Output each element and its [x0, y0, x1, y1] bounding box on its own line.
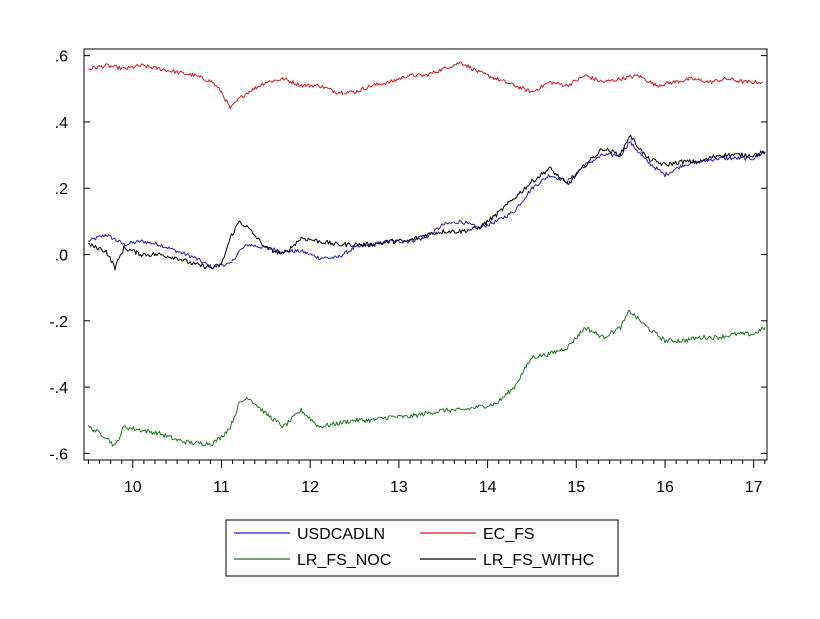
x-tick-label: 14	[479, 479, 497, 496]
x-tick-label: 17	[745, 479, 763, 496]
series-layer	[87, 61, 766, 447]
x-tick-label: 11	[213, 479, 230, 496]
series-line-usdcadln	[88, 141, 766, 270]
legend-label-lr-fs-noc: LR_FS_NOC	[297, 552, 391, 569]
y-tick-label: .0	[55, 248, 68, 265]
series-line-lr-fs-noc	[87, 309, 766, 447]
plot-area	[83, 48, 768, 461]
legend-label-usdcadln: USDCADLN	[297, 526, 385, 543]
x-tick-label: 13	[390, 479, 408, 496]
y-tick-label: .4	[55, 115, 68, 132]
legend: USDCADLN EC_FS LR_FS_NOC LR_FS_WITHC	[225, 519, 619, 577]
y-tick-label: .2	[55, 181, 68, 198]
y-tick-label: -.2	[49, 314, 68, 331]
y-tick-label: -.6	[49, 446, 68, 463]
x-tick-label: 10	[124, 479, 142, 496]
y-axis: .6 .4 .2 .0 -.2 -.4 -.6	[49, 49, 767, 463]
x-tick-label: 16	[656, 479, 674, 496]
series-line-ec-fs	[88, 61, 763, 110]
legend-label-lr-fs-withc: LR_FS_WITHC	[483, 552, 594, 569]
y-tick-label: .6	[55, 49, 68, 66]
legend-box	[225, 519, 619, 577]
series-line-lr-fs-withc	[88, 134, 766, 271]
x-axis: 10 11 12 13 14 15 16 17	[87, 460, 766, 496]
legend-label-ec-fs: EC_FS	[483, 526, 535, 543]
x-tick-label: 12	[301, 479, 319, 496]
x-tick-label: 15	[567, 479, 585, 496]
y-tick-label: -.4	[49, 380, 68, 397]
